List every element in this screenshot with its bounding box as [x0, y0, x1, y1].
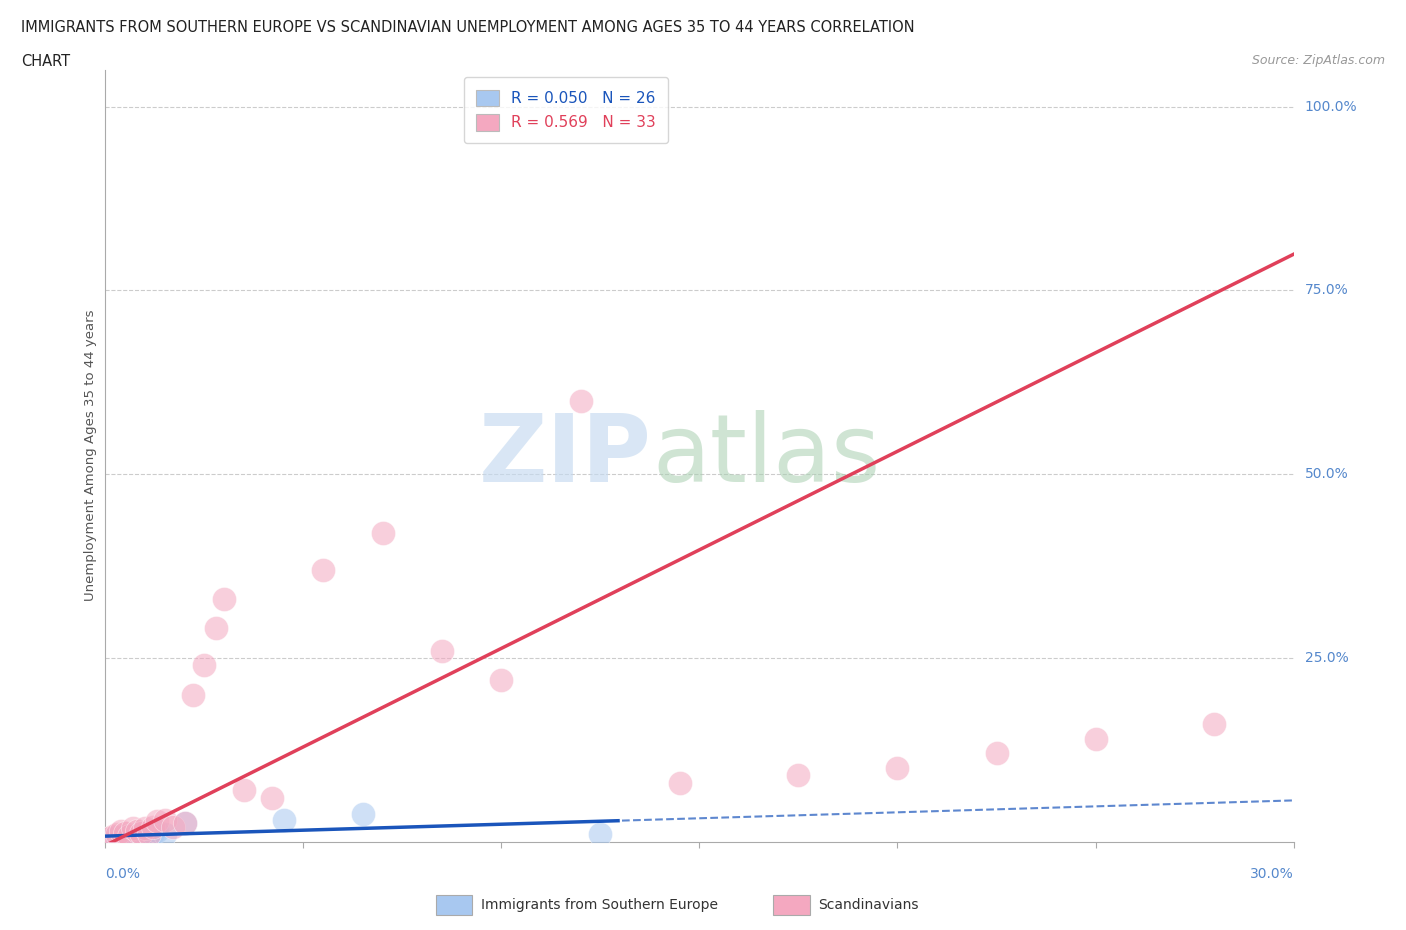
Text: Scandinavians: Scandinavians: [818, 897, 918, 912]
Point: [205, 621, 228, 636]
Point: [103, 830, 125, 845]
Point: [134, 821, 156, 836]
Point: [127, 823, 149, 838]
Point: [98, 830, 121, 845]
Point: [114, 829, 136, 844]
Point: [138, 827, 160, 842]
Text: 75.0%: 75.0%: [1305, 284, 1348, 298]
Point: [129, 830, 152, 844]
Point: [118, 829, 141, 844]
Point: [986, 746, 1008, 761]
Point: [103, 832, 125, 847]
Y-axis label: Unemployment Among Ages 35 to 44 years: Unemployment Among Ages 35 to 44 years: [84, 310, 97, 602]
Point: [110, 829, 132, 844]
Text: Source: ZipAtlas.com: Source: ZipAtlas.com: [1251, 54, 1385, 67]
Point: [118, 828, 141, 843]
Point: [233, 783, 256, 798]
Point: [668, 776, 690, 790]
Text: 25.0%: 25.0%: [1305, 651, 1348, 665]
Point: [589, 827, 612, 842]
Point: [1084, 731, 1107, 746]
Point: [146, 814, 169, 829]
Point: [173, 816, 195, 830]
Point: [260, 790, 283, 805]
Point: [181, 687, 204, 702]
Point: [110, 831, 132, 846]
Point: [352, 806, 374, 821]
Point: [127, 830, 149, 844]
Point: [110, 823, 132, 838]
Text: Immigrants from Southern Europe: Immigrants from Southern Europe: [481, 897, 718, 912]
Point: [153, 827, 176, 842]
Point: [134, 826, 156, 841]
Point: [886, 761, 908, 776]
Text: CHART: CHART: [21, 54, 70, 69]
Point: [1204, 717, 1226, 732]
Point: [114, 831, 136, 846]
Point: [146, 823, 169, 838]
Point: [162, 819, 184, 834]
Point: [569, 393, 592, 408]
Point: [153, 812, 176, 827]
Point: [134, 829, 156, 844]
Point: [273, 812, 295, 827]
Text: ZIP: ZIP: [479, 410, 652, 501]
Point: [142, 826, 165, 841]
Point: [142, 819, 165, 834]
Point: [371, 525, 394, 540]
Point: [138, 827, 160, 842]
Point: [129, 826, 152, 841]
Point: [114, 826, 136, 841]
Point: [127, 827, 149, 842]
Text: 100.0%: 100.0%: [1305, 100, 1357, 113]
Text: 30.0%: 30.0%: [1250, 867, 1294, 881]
Point: [118, 830, 141, 845]
Text: IMMIGRANTS FROM SOUTHERN EUROPE VS SCANDINAVIAN UNEMPLOYMENT AMONG AGES 35 TO 44: IMMIGRANTS FROM SOUTHERN EUROPE VS SCAND…: [21, 20, 915, 35]
Text: atlas: atlas: [652, 410, 880, 501]
Point: [105, 832, 128, 847]
Point: [430, 643, 453, 658]
Point: [122, 821, 145, 836]
Point: [105, 830, 128, 844]
Text: 0.0%: 0.0%: [105, 867, 141, 881]
Point: [312, 563, 335, 578]
Point: [787, 768, 810, 783]
Point: [122, 829, 145, 844]
Legend: R = 0.050   N = 26, R = 0.569   N = 33: R = 0.050 N = 26, R = 0.569 N = 33: [464, 77, 668, 143]
Point: [103, 829, 125, 844]
Text: 50.0%: 50.0%: [1305, 467, 1348, 481]
Point: [98, 832, 121, 847]
Point: [105, 827, 128, 842]
Point: [214, 591, 236, 606]
Point: [491, 672, 513, 687]
Point: [122, 830, 145, 845]
Point: [193, 658, 215, 672]
Point: [173, 816, 195, 830]
